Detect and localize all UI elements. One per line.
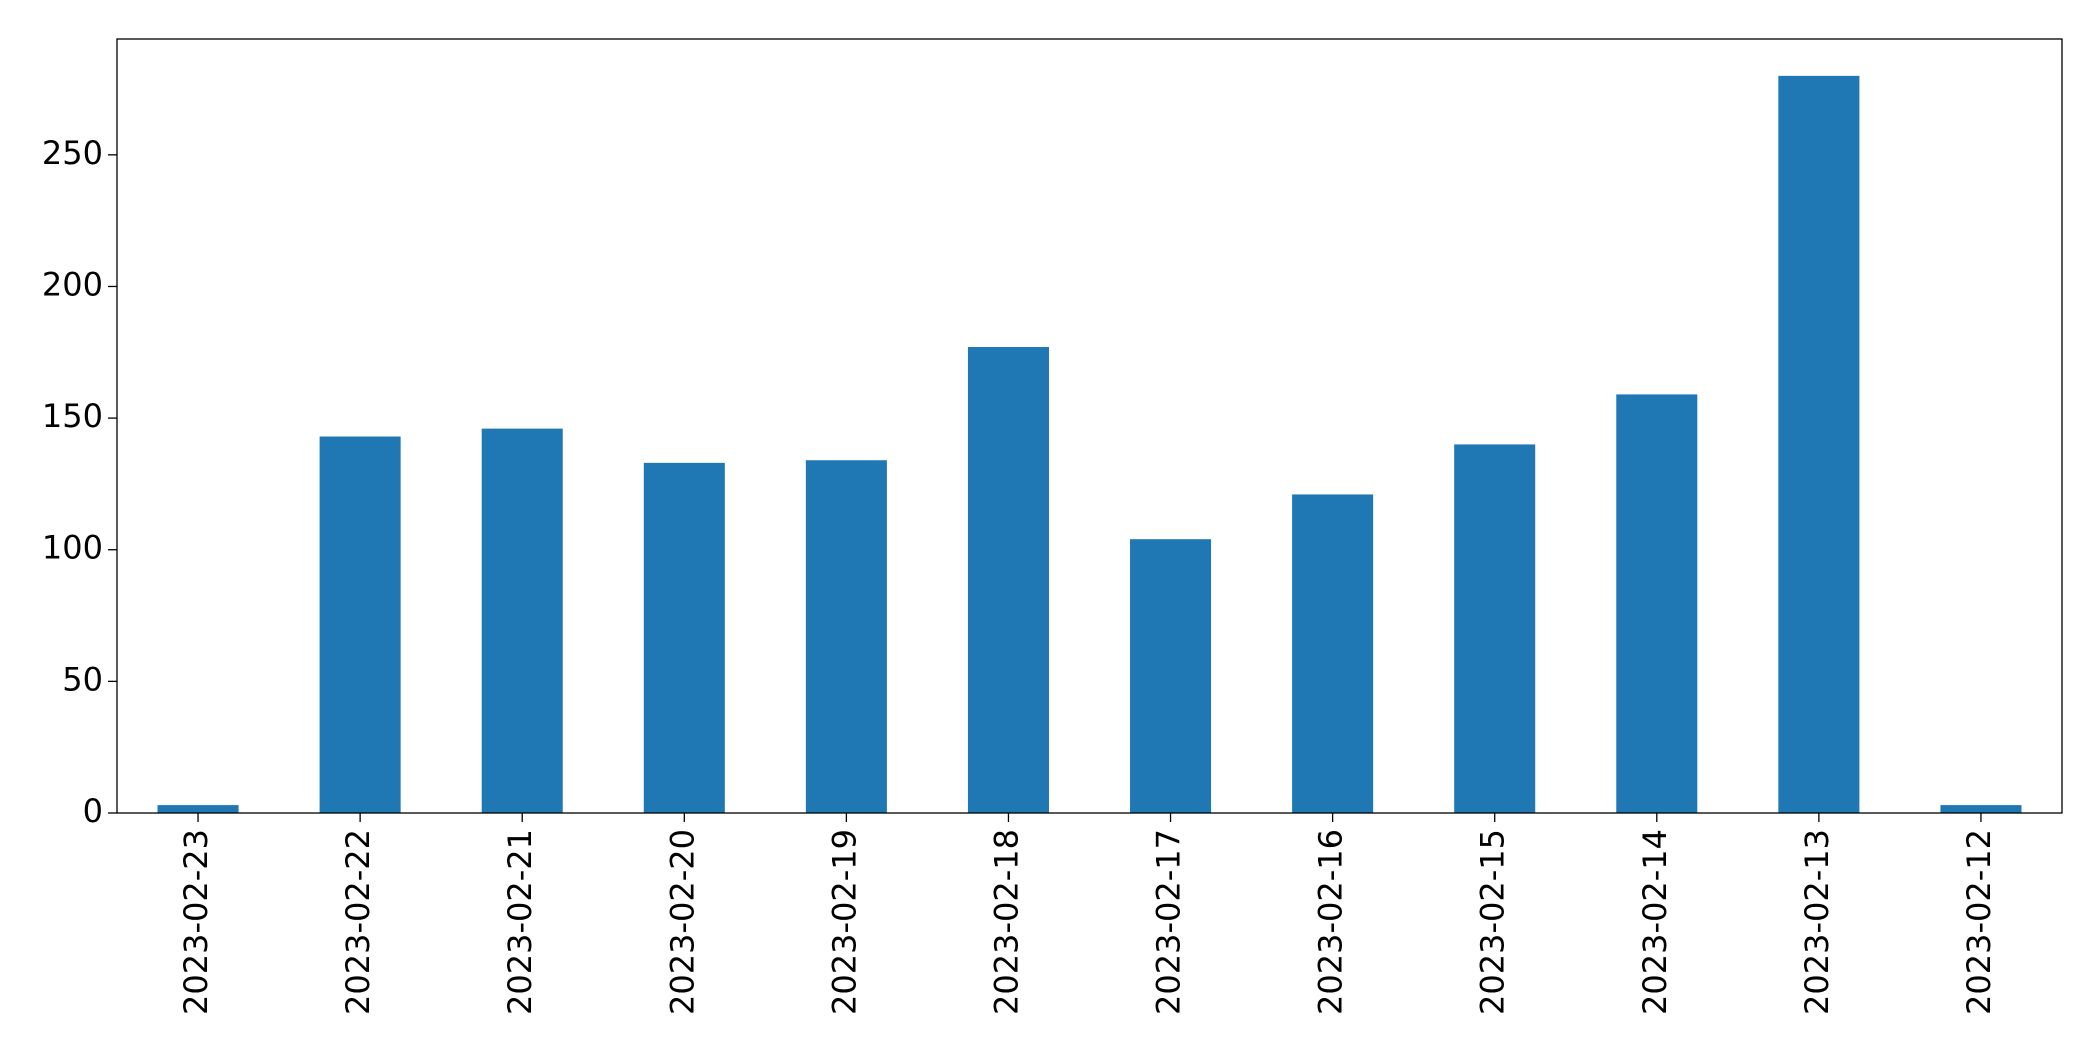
bar	[319, 436, 401, 813]
x-tick-label: 2023-02-21	[501, 829, 539, 1015]
x-tick-label: 2023-02-23	[177, 829, 215, 1015]
y-tick-label: 0	[83, 792, 103, 830]
x-tick-label: 2023-02-13	[1798, 829, 1836, 1015]
y-tick-label: 150	[42, 397, 103, 435]
x-tick-label: 2023-02-18	[987, 829, 1025, 1015]
bar	[967, 347, 1049, 813]
bar	[1130, 539, 1212, 813]
bar	[1454, 444, 1536, 813]
bar	[643, 462, 725, 813]
y-tick-label: 250	[42, 134, 103, 172]
x-tick-label: 2023-02-22	[339, 829, 377, 1015]
x-tick-label: 2023-02-14	[1636, 829, 1674, 1015]
y-tick-label: 200	[42, 265, 103, 303]
bar	[481, 428, 563, 813]
plot-frame	[116, 38, 2063, 814]
bar	[157, 805, 239, 813]
y-tick-label: 100	[42, 529, 103, 567]
x-tick-label: 2023-02-12	[1960, 829, 1998, 1015]
x-tick-label: 2023-02-19	[825, 829, 863, 1015]
bar	[1292, 494, 1374, 813]
bar	[805, 460, 887, 813]
x-tick-label: 2023-02-16	[1312, 829, 1350, 1015]
bar	[1778, 75, 1860, 814]
x-tick-label: 2023-02-17	[1150, 829, 1188, 1015]
bar	[1616, 394, 1698, 813]
bar	[1940, 805, 2022, 813]
y-tick-label: 50	[62, 660, 103, 698]
x-tick-label: 2023-02-20	[663, 829, 701, 1015]
x-tick-label: 2023-02-15	[1474, 829, 1512, 1015]
